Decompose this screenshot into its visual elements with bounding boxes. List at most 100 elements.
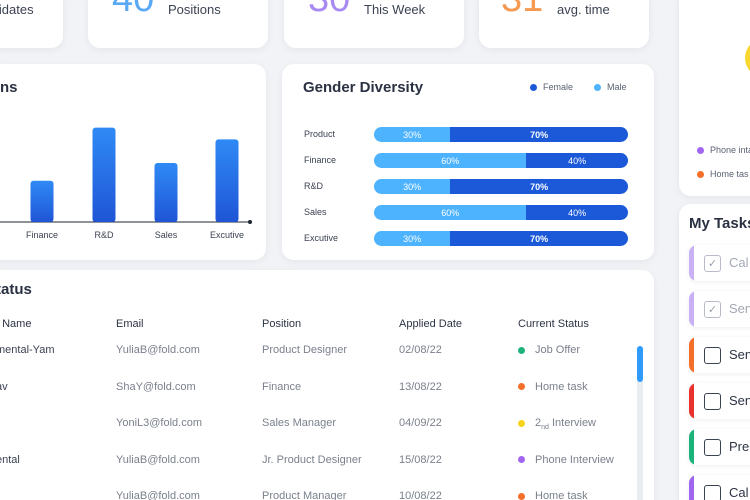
diversity-bar: 60% 40% (374, 153, 628, 168)
female-segment: 60% (374, 205, 527, 220)
table-title: tatus (0, 281, 32, 298)
table-row[interactable]: YoniL3@fold.com Sales Manager 04/09/22 2nd … (0, 409, 628, 439)
checkbox-icon[interactable] (704, 485, 721, 500)
diversity-bar: 30% 70% (374, 127, 628, 142)
stat-card-avg-time: 31 avg. time (479, 0, 649, 48)
checkbox-checked-icon[interactable]: ✓ (704, 301, 721, 318)
stat-card-candidates: lidates (0, 0, 63, 48)
chart-title: ns (0, 79, 18, 96)
legend-dot (530, 83, 537, 91)
female-segment: 30% (374, 127, 451, 142)
checkbox-checked-icon[interactable]: ✓ (704, 255, 721, 272)
cell-name: ental (0, 453, 20, 466)
stat-label: Positions (168, 2, 221, 17)
cell-position: Jr. Product Designer (262, 453, 362, 466)
cell-email: YuliaB@fold.com (116, 453, 200, 466)
female-segment: 60% (374, 153, 527, 168)
status-dot (518, 492, 525, 500)
cell-date: 15/08/22 (399, 453, 442, 466)
chart-title: Gender Diversity (303, 79, 424, 96)
table-row[interactable]: ental YuliaB@fold.com Jr. Product Designer… (0, 446, 628, 476)
cell-position: Finance (262, 380, 302, 393)
task-item[interactable]: ✓ Sen (689, 291, 750, 327)
header-email: Email (116, 318, 144, 330)
table-row[interactable]: mental-Yam YuliaB@fold.com Product Designe… (0, 336, 628, 366)
task-color-bar (689, 475, 694, 500)
status-dot (518, 419, 525, 427)
cell-position: Product Manager (262, 490, 347, 500)
table-row[interactable]: av ShaY@fold.com Finance 13/08/22 Home task (0, 373, 628, 403)
status-dot (518, 383, 525, 391)
legend-dot (697, 170, 704, 178)
status-ordinal: 2 (535, 417, 542, 429)
female-segment: 30% (374, 231, 451, 246)
stat-number: 31 (501, 0, 543, 18)
department-bar-chart-card: ns Finance R&D Sales Excutive (0, 64, 266, 260)
row-label: Product (304, 129, 336, 139)
tasks-title: My Tasks (689, 215, 750, 232)
cell-email: YuliaB@fold.com (116, 490, 200, 500)
task-item[interactable]: Pre (689, 429, 750, 465)
header-position: Position (262, 318, 302, 330)
status-text: Job Offer (535, 344, 581, 356)
table-scrollbar[interactable] (637, 346, 643, 500)
task-item[interactable]: ✓ Cal (689, 245, 750, 281)
task-item[interactable]: Sen (689, 337, 750, 373)
task-color-bar (689, 337, 694, 373)
legend-label: Phone inta (710, 145, 750, 155)
legend-label: Home tas (710, 169, 749, 179)
candidate-status-card: tatus t Name Email Position Applied Date… (0, 270, 654, 500)
row-label: R&D (304, 181, 324, 191)
task-item[interactable]: Sen (689, 383, 750, 419)
scrollbar-thumb[interactable] (637, 346, 643, 382)
checkbox-icon[interactable] (704, 439, 721, 456)
cell-email: ShaY@fold.com (116, 380, 196, 393)
stat-number: 40 (112, 0, 154, 18)
x-axis-end-dot (248, 220, 252, 224)
male-segment: 70% (450, 179, 628, 194)
bar-r-d (92, 127, 116, 222)
task-color-bar (689, 245, 694, 281)
row-label: Finance (304, 155, 337, 165)
checkbox-icon[interactable] (704, 347, 721, 364)
task-text: Pre (729, 439, 750, 454)
bar-sales (154, 163, 178, 222)
checkbox-icon[interactable] (704, 393, 721, 410)
status-text: Home task (535, 380, 588, 393)
task-text: Cal (729, 485, 749, 500)
table-row[interactable]: YuliaB@fold.com Product Manager 10/08/22 Ho… (0, 482, 628, 500)
cell-status: Phone Interview (518, 454, 614, 466)
diversity-bar: 30% 70% (374, 231, 628, 246)
status-ordinal-suffix: nd (541, 424, 549, 432)
row-label: Excutive (304, 233, 339, 243)
female-segment: 30% (374, 179, 451, 194)
task-color-bar (689, 383, 694, 419)
task-text: Cal (729, 255, 749, 270)
cell-date: 10/08/22 (399, 490, 442, 500)
stat-label: lidates (0, 2, 34, 17)
header-name: t Name (0, 318, 32, 330)
cell-date: 02/08/22 (399, 344, 442, 356)
status-text: Phone Interview (535, 453, 614, 466)
stat-card-this-week: 30 This Week (284, 0, 464, 48)
task-text: Sen (729, 393, 750, 408)
stat-label: avg. time (557, 2, 610, 17)
male-segment: 70% (450, 231, 628, 246)
stat-card-positions: 40 Positions (88, 0, 268, 48)
status-dot (518, 346, 525, 354)
diversity-bar: 30% 70% (374, 179, 628, 194)
stat-number: 30 (308, 0, 350, 18)
x-tick-label: Sales (155, 230, 178, 240)
task-text: Sen (729, 347, 750, 362)
cell-status: 2nd Interview (518, 417, 596, 431)
x-tick-label: R&D (94, 230, 114, 240)
status-summary-card: Phone inta Home tas (679, 0, 750, 196)
task-color-bar (689, 429, 694, 465)
cell-name: mental-Yam (0, 344, 55, 356)
legend-phone-interview: Phone inta (697, 145, 750, 155)
pie-chart-fragment (745, 38, 750, 78)
gender-diversity-card: Gender Diversity Female Male Product 30% 7… (282, 64, 654, 260)
diversity-bar: 60% 40% (374, 205, 628, 220)
task-item[interactable]: Cal (689, 475, 750, 500)
cell-date: 13/08/22 (399, 380, 442, 393)
